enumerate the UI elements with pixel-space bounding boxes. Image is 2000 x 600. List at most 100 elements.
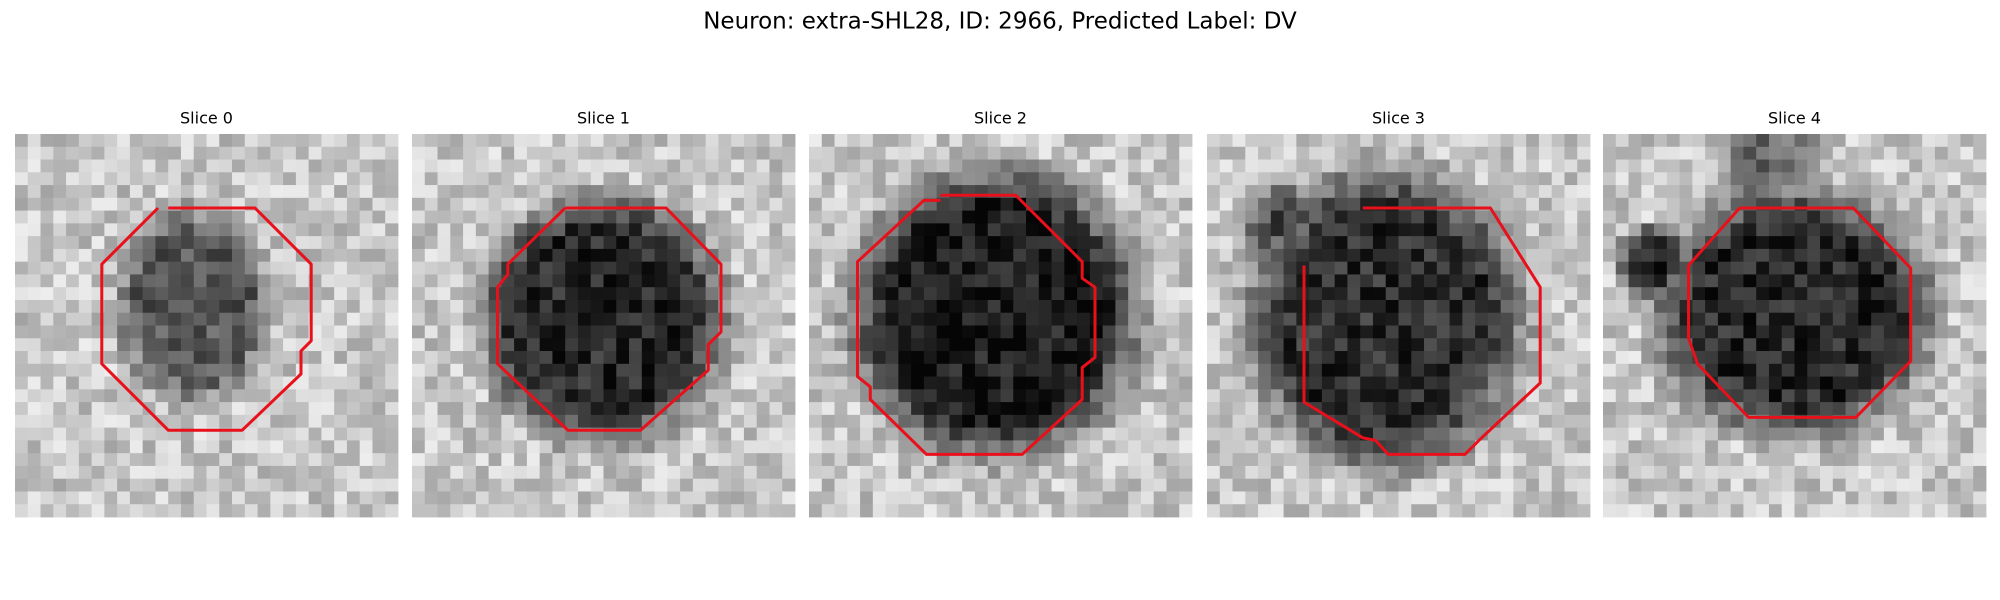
pixel	[1424, 389, 1438, 403]
pixel	[1743, 134, 1757, 148]
pixel	[283, 274, 297, 288]
pixel	[1832, 312, 1846, 326]
pixel	[27, 363, 41, 377]
pixel	[359, 491, 373, 505]
pixel	[1654, 299, 1668, 314]
pixel	[1871, 376, 1885, 390]
pixel	[1077, 159, 1091, 173]
pixel	[565, 261, 579, 275]
pixel	[244, 134, 258, 148]
pixel	[1398, 389, 1412, 403]
pixel	[1960, 440, 1974, 454]
pixel	[821, 440, 835, 454]
pixel	[1424, 338, 1438, 352]
pixel	[539, 248, 553, 263]
pixel	[142, 236, 156, 250]
pixel	[463, 453, 477, 467]
pixel	[654, 402, 668, 416]
pixel	[1832, 453, 1846, 467]
pixel	[667, 465, 681, 480]
pixel	[219, 478, 233, 492]
pixel	[769, 146, 783, 160]
pixel	[1026, 389, 1040, 403]
pixel	[1768, 440, 1783, 454]
pixel	[1538, 197, 1553, 211]
pixel	[129, 465, 144, 480]
pixel	[1871, 338, 1885, 352]
pixel	[949, 440, 963, 454]
pixel	[1526, 363, 1540, 377]
pixel	[1309, 287, 1323, 301]
pixel	[1603, 274, 1617, 288]
pixel	[1372, 351, 1387, 365]
pixel	[1347, 210, 1361, 224]
pixel	[885, 248, 899, 263]
pixel	[1654, 197, 1668, 211]
pixel	[1372, 414, 1387, 429]
pixel	[936, 223, 950, 237]
pixel	[936, 491, 950, 505]
pixel	[603, 389, 617, 403]
pixel	[180, 402, 195, 416]
pixel	[1411, 427, 1425, 441]
pixel	[1768, 491, 1783, 505]
pixel	[1832, 236, 1846, 250]
pixel	[1679, 491, 1693, 505]
pixel	[667, 248, 681, 263]
pixel	[1245, 504, 1259, 518]
pixel	[15, 402, 29, 416]
pixel	[1309, 376, 1323, 390]
pixel	[1360, 134, 1374, 148]
pixel	[1871, 210, 1885, 224]
pixel	[1372, 453, 1387, 467]
pixel	[590, 325, 604, 339]
pixel	[834, 197, 848, 211]
pixel	[1807, 465, 1821, 480]
pixel	[142, 376, 156, 390]
pixel	[603, 491, 617, 505]
pixel	[565, 172, 579, 186]
pixel	[1102, 236, 1116, 250]
pixel	[1564, 185, 1578, 199]
pixel	[1140, 453, 1155, 467]
pixel	[168, 312, 182, 326]
pixel	[962, 402, 976, 416]
pixel	[129, 402, 144, 416]
pixel	[1219, 172, 1233, 186]
pixel	[1947, 402, 1961, 416]
pixel	[1140, 440, 1155, 454]
pixel	[705, 223, 719, 237]
pixel	[219, 504, 233, 518]
pixel	[1089, 376, 1104, 390]
pixel	[104, 261, 118, 275]
pixel	[769, 453, 783, 467]
pixel	[1411, 185, 1425, 199]
pixel	[1551, 236, 1565, 250]
pixel	[1283, 504, 1297, 518]
pixel	[718, 465, 732, 480]
pixel	[1500, 363, 1514, 377]
pixel	[1360, 248, 1374, 263]
pixel	[834, 414, 848, 429]
pixel	[219, 210, 233, 224]
pixel	[1051, 261, 1065, 275]
pixel	[514, 159, 528, 173]
pixel	[1334, 274, 1348, 288]
pixel	[616, 414, 630, 429]
pixel	[1179, 197, 1193, 211]
pixel	[501, 402, 515, 416]
pixel	[1794, 491, 1808, 505]
pixel	[782, 465, 796, 480]
pixel	[437, 504, 451, 518]
pixel	[1717, 376, 1732, 390]
pixel	[769, 402, 783, 416]
pixel	[731, 248, 745, 263]
pixel	[705, 185, 719, 199]
pixel	[1258, 402, 1272, 416]
pixel	[1858, 274, 1872, 288]
pixel	[1232, 299, 1246, 314]
pixel	[616, 338, 630, 352]
pixel	[424, 465, 438, 480]
pixel	[1781, 159, 1795, 173]
pixel	[232, 159, 246, 173]
